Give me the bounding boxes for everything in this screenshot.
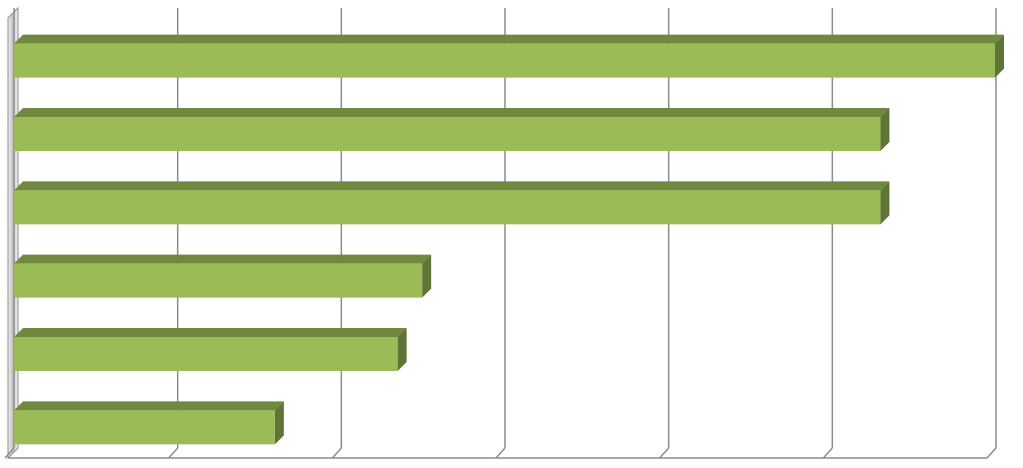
gridline-floor (4, 447, 15, 459)
bar-top-face (14, 401, 284, 411)
bar (14, 181, 890, 225)
bar (14, 254, 432, 298)
bar-top-face (14, 108, 890, 117)
bar-front-face (14, 190, 881, 225)
bar-side-face (397, 328, 407, 371)
bar-top-face (14, 34, 1004, 44)
bar (14, 401, 284, 445)
gridline-floor (495, 447, 506, 459)
bar-front-face (14, 263, 423, 298)
gridline-floor (822, 447, 833, 459)
bar (14, 34, 1004, 78)
bar (14, 328, 407, 371)
bar-side-face (422, 254, 432, 298)
bar (14, 108, 890, 151)
bar-front-face (14, 410, 275, 445)
bar-side-face (880, 108, 890, 151)
bar-side-face (880, 181, 890, 225)
bar-side-face (274, 401, 284, 445)
bar-side-face (995, 34, 1004, 78)
gridlines (4, 8, 997, 459)
gridline-floor (331, 447, 342, 459)
bar-top-face (14, 181, 890, 191)
gridline-floor (168, 447, 179, 459)
bar-front-face (14, 43, 995, 78)
bar-top-face (14, 328, 407, 337)
gridline-floor (986, 447, 997, 459)
bar-top-face (14, 254, 432, 264)
gridline-floor (659, 447, 670, 459)
bars (14, 34, 1004, 445)
bar-front-face (14, 117, 881, 151)
bar-front-face (14, 337, 398, 371)
